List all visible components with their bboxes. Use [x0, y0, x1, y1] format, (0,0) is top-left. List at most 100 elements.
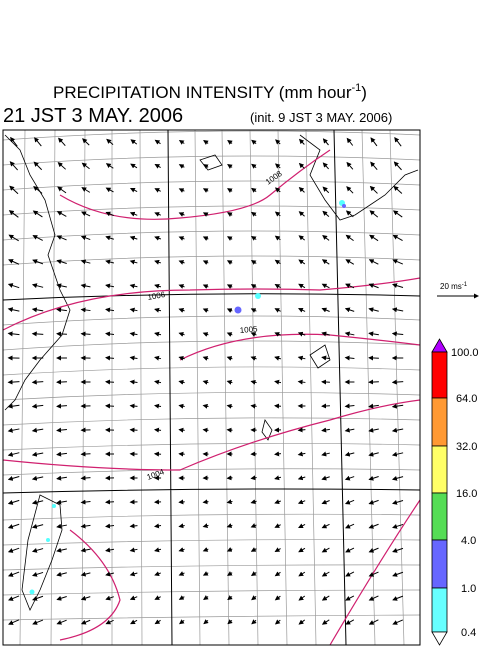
- wind-arrow: [153, 523, 162, 529]
- wind-arrow: [251, 187, 257, 193]
- wind-arrow: [321, 331, 330, 337]
- wind-arrow: [321, 451, 330, 457]
- wind-arrow: [250, 403, 257, 409]
- title: PRECIPITATION INTENSITY (mm hour-1): [53, 82, 367, 102]
- isobars: [3, 149, 420, 645]
- wind-arrow: [297, 499, 306, 505]
- wind-arrow: [298, 259, 306, 265]
- wind-arrow: [178, 571, 185, 576]
- wind-arrow: [274, 475, 282, 481]
- wind-arrow: [394, 137, 402, 147]
- wind-arrow: [202, 332, 209, 337]
- wind-arrow: [368, 427, 379, 433]
- wind-arrow: [322, 138, 329, 146]
- precipitation: [29, 200, 346, 595]
- wind-arrow: [298, 235, 305, 241]
- wind-arrow: [56, 427, 67, 433]
- wind-arrow: [130, 619, 138, 625]
- map-area: 1008 1006 1005 1004: [3, 130, 420, 645]
- wind-arrow: [321, 259, 330, 265]
- wind-arrow: [154, 403, 162, 409]
- wind-arrow: [202, 284, 209, 289]
- wind-arrow: [8, 619, 20, 625]
- wind-arrow: [274, 379, 282, 385]
- wind-arrow: [274, 499, 281, 505]
- wind-arrow: [298, 138, 305, 145]
- wind-arrow: [274, 523, 281, 528]
- wind-arrow: [298, 307, 306, 313]
- wind-arrow: [227, 595, 233, 601]
- wind-arrow: [321, 499, 330, 505]
- wind-arrow: [32, 259, 44, 265]
- wind-arrow: [344, 403, 355, 409]
- colorbar-label: 16.0: [456, 488, 477, 500]
- colorbar-label: 64.0: [456, 393, 477, 405]
- wind-arrow: [226, 236, 233, 241]
- wind-arrow: [105, 235, 114, 241]
- wind-arrow: [368, 307, 379, 313]
- wind-arrow: [56, 499, 67, 505]
- wind-arrow: [345, 283, 355, 289]
- wind-arrow: [105, 211, 114, 217]
- wind-arrow: [105, 619, 114, 625]
- wind-arrow: [298, 186, 305, 193]
- wind-arrow: [250, 235, 257, 241]
- wind-arrow: [227, 619, 233, 625]
- wind-arrow: [226, 308, 233, 313]
- wind-arrow: [321, 283, 330, 289]
- wind-arrow: [9, 185, 19, 195]
- isobar-labels: 1008 1006 1005 1004: [146, 169, 285, 482]
- wind-arrow: [345, 210, 354, 218]
- wind-arrow: [8, 210, 19, 218]
- wind-arrow: [56, 307, 67, 313]
- graticule: [3, 130, 420, 645]
- colorbar-labels: 100.0 64.0 32.0 16.0 4.0 1.0 0.4: [451, 347, 479, 639]
- wind-arrow: [32, 235, 43, 241]
- wind-arrow: [81, 211, 91, 217]
- wind-arrow: [80, 451, 91, 457]
- wind-arrow: [80, 619, 91, 625]
- wind-arrow: [129, 283, 138, 289]
- wind-arrow: [178, 332, 185, 337]
- isobar-label: 1006: [147, 290, 167, 302]
- wind-arrow: [154, 307, 162, 313]
- wind-arrow: [7, 331, 20, 337]
- wind-arrow: [80, 283, 91, 289]
- wind-arrow: [57, 186, 67, 194]
- wind-arrow: [10, 136, 18, 147]
- wind-arrow: [202, 260, 209, 265]
- wind-arrow: [321, 523, 330, 529]
- wind-arrow: [250, 260, 257, 265]
- wind-arrow: [56, 235, 67, 241]
- wind-arrow: [7, 307, 20, 313]
- wind-arrow: [227, 164, 233, 169]
- wind-arrow: [80, 523, 91, 529]
- wind-arrow: [178, 595, 185, 600]
- wind-arrow: [345, 571, 355, 577]
- wind-arrow: [80, 235, 91, 241]
- wind-arrow: [226, 332, 233, 337]
- wind-arrow: [129, 571, 138, 577]
- wind-arrow: [32, 595, 44, 601]
- wind-arrow: [250, 475, 257, 481]
- wind-arrow: [58, 137, 66, 147]
- wind-arrow: [274, 332, 281, 337]
- wind-arrow: [202, 188, 209, 193]
- wind-arrow: [346, 161, 354, 170]
- wind-arrow: [154, 235, 162, 241]
- colorbar-label: 100.0: [451, 347, 479, 359]
- wind-arrow: [80, 595, 91, 601]
- wind-arrow: [370, 161, 378, 171]
- wind-arrow: [178, 355, 185, 361]
- wind-arrow: [392, 547, 404, 553]
- colorbar-label: 4.0: [461, 535, 476, 547]
- wind-arrow: [368, 283, 379, 289]
- wind-arrow: [391, 379, 404, 385]
- wind-arrow: [226, 523, 233, 528]
- wind-arrow: [154, 571, 162, 577]
- colorbar-bin: [431, 397, 448, 447]
- wind-arrow: [298, 571, 306, 577]
- wind-arrow: [80, 547, 91, 553]
- wind-arrow: [33, 185, 43, 194]
- wind-arrow: [81, 162, 90, 170]
